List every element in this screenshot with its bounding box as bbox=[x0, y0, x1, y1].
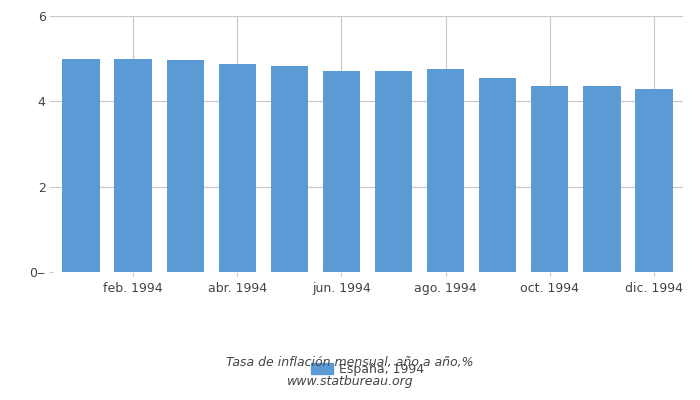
Bar bbox=[427, 69, 464, 272]
Bar bbox=[374, 72, 412, 272]
Bar bbox=[271, 66, 308, 272]
Bar bbox=[323, 72, 360, 272]
Bar bbox=[635, 88, 673, 272]
Bar bbox=[583, 86, 620, 272]
Bar bbox=[531, 86, 568, 272]
Legend: España, 1994: España, 1994 bbox=[306, 358, 429, 381]
Bar bbox=[115, 59, 152, 272]
Bar bbox=[479, 78, 517, 272]
Text: Tasa de inflación mensual, año a año,%: Tasa de inflación mensual, año a año,% bbox=[226, 356, 474, 369]
Text: www.statbureau.org: www.statbureau.org bbox=[287, 375, 413, 388]
Bar bbox=[218, 64, 256, 272]
Bar bbox=[167, 60, 204, 272]
Bar bbox=[62, 59, 100, 272]
